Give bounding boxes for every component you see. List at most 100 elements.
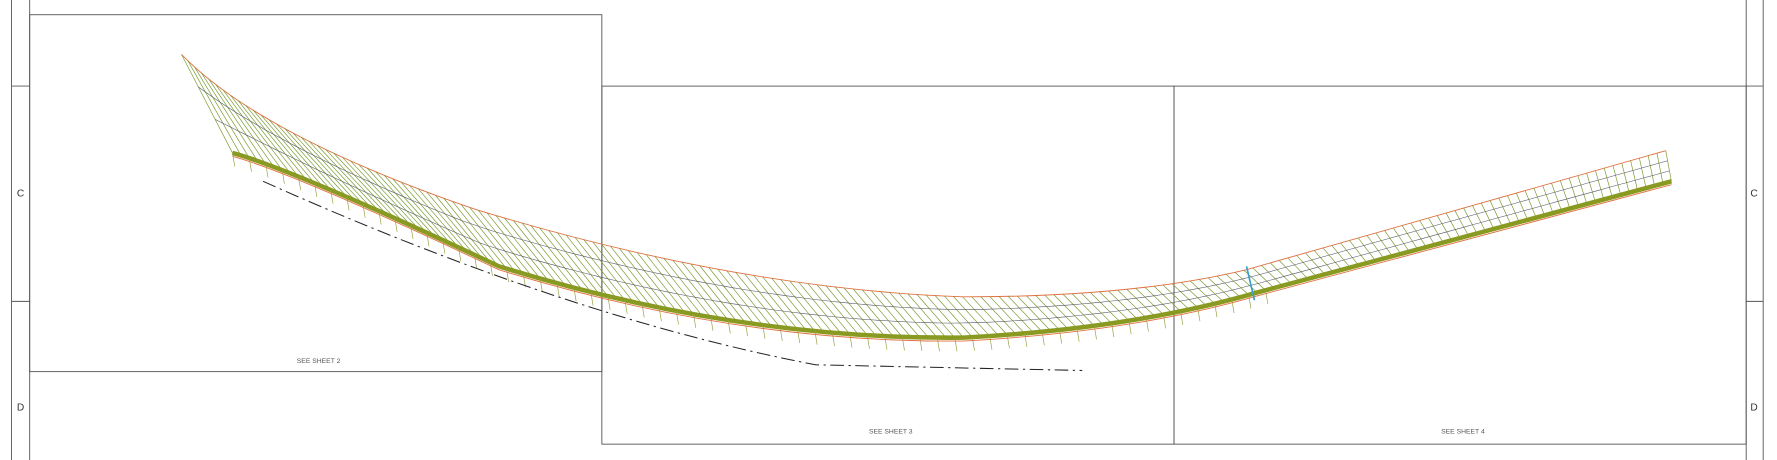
cross-section (237, 100, 299, 177)
slope-tick (989, 335, 993, 350)
cross-section (1533, 187, 1545, 216)
cross-section (619, 248, 668, 310)
slope-tick (607, 296, 611, 310)
cross-section (409, 185, 467, 252)
cross-section (276, 124, 340, 194)
slope-tick (1248, 294, 1252, 309)
cross-section (504, 217, 558, 284)
slope-tick (1024, 333, 1028, 348)
slope-tick (971, 337, 975, 351)
viewport (1173, 85, 1747, 445)
cross-section (478, 210, 532, 277)
cross-section (435, 194, 491, 263)
cross-section (654, 256, 703, 316)
slope-tick (232, 152, 236, 167)
right-of-way-line (262, 180, 1083, 372)
slope-tick (658, 307, 662, 322)
border (11, 0, 1764, 460)
cross-section (1198, 279, 1224, 302)
cross-section (1090, 292, 1121, 323)
cross-section (628, 250, 677, 312)
cross-section (636, 252, 686, 313)
cross-section (1647, 155, 1655, 186)
cross-section (916, 294, 955, 338)
slope-tick (474, 254, 477, 269)
cross-section (443, 198, 499, 267)
cross-section (230, 95, 291, 174)
slope-tick (539, 278, 543, 293)
slope-tick (1265, 290, 1269, 304)
cross-section (1207, 277, 1232, 300)
cross-section (1305, 252, 1325, 275)
toe-line (232, 155, 1672, 342)
slope-tick (675, 310, 679, 325)
cross-section (998, 296, 1034, 333)
cross-section (208, 78, 267, 165)
culvert (1245, 266, 1256, 301)
slope-tick (1059, 329, 1063, 344)
cross-section (871, 290, 912, 338)
cross-section (1171, 283, 1198, 308)
cross-section (1463, 207, 1478, 234)
corridor-slope (231, 150, 1672, 340)
zone-letter: C (1750, 188, 1757, 199)
cross-section (583, 239, 634, 303)
cross-section (1322, 247, 1342, 271)
cross-section (1375, 232, 1393, 257)
cross-section (889, 292, 929, 338)
cross-section (1568, 178, 1579, 207)
slope-tick (281, 170, 285, 184)
cross-section (853, 288, 894, 337)
slope-tick (378, 210, 382, 225)
cross-section (862, 289, 903, 338)
cross-section (699, 265, 746, 323)
viewport (601, 85, 1175, 445)
corridor (181, 54, 1672, 352)
cross-section (1393, 227, 1410, 252)
cross-section (557, 232, 609, 297)
cross-section (825, 285, 868, 336)
cross-section (1507, 195, 1520, 223)
slope-tick (1076, 327, 1080, 342)
cross-section (1234, 272, 1258, 293)
slope-tick (506, 268, 510, 283)
cross-section (807, 283, 851, 335)
cross-section (215, 84, 275, 168)
slope-tick (1197, 307, 1201, 322)
slope-tick (624, 300, 628, 314)
slope-tick (1163, 314, 1167, 329)
slope-tick (346, 196, 350, 211)
cross-section (1081, 292, 1112, 324)
slope-tick (442, 239, 446, 254)
slope-tick (1231, 299, 1235, 314)
cross-section (417, 188, 475, 256)
cross-section (1035, 295, 1069, 330)
cross-section (789, 280, 833, 333)
cross-section (1153, 285, 1181, 312)
cross-section (1630, 160, 1638, 191)
cross-section (1180, 282, 1207, 306)
cross-section (460, 204, 516, 272)
cross-section (1551, 182, 1562, 211)
cross-section (989, 296, 1025, 334)
cross-section (194, 66, 250, 159)
cross-section (1516, 192, 1528, 221)
cross-section (1331, 245, 1351, 268)
cross-section (181, 54, 233, 154)
slope-tick (936, 337, 940, 352)
cross-section (898, 292, 938, 338)
cross-section (530, 225, 583, 291)
cross-section (1480, 202, 1495, 230)
cross-section (717, 268, 763, 326)
cross-section (469, 207, 524, 274)
cross-section (1126, 289, 1156, 317)
cross-section (1656, 153, 1664, 184)
slope-tick (590, 291, 594, 306)
cross-section (690, 263, 737, 322)
cross-section (1436, 215, 1452, 241)
cross-section (1621, 163, 1630, 193)
slope-tick (641, 303, 645, 318)
cross-section (1026, 295, 1060, 331)
slope-tick (1145, 317, 1149, 332)
